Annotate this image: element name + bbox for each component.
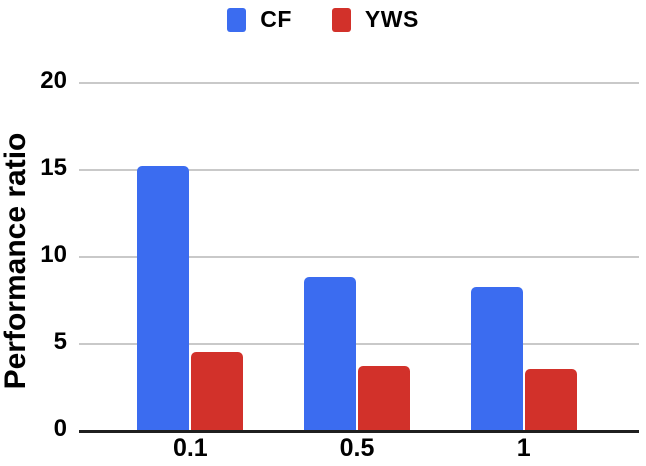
gridline-20 <box>79 82 639 84</box>
bar-yws-0.5 <box>358 365 410 430</box>
bar-group-0.5 <box>274 82 441 430</box>
bars-row <box>79 82 639 430</box>
cf-swatch-icon <box>227 7 247 32</box>
bar-yws-1 <box>524 369 577 430</box>
y-tick-20: 20 <box>40 66 67 94</box>
y-tick-10: 10 <box>40 240 67 268</box>
legend-label-cf: CF <box>260 6 292 32</box>
x-label-0.5: 0.5 <box>339 434 375 462</box>
gridline-5 <box>79 343 639 345</box>
y-tick-0: 0 <box>53 414 67 442</box>
bar-cf-0.1 <box>137 165 190 430</box>
legend: CF YWS <box>0 6 646 33</box>
legend-item-cf: CF <box>227 6 292 33</box>
plot-area <box>79 82 639 433</box>
bar-cf-1 <box>470 287 523 430</box>
bar-yws-0.1 <box>191 351 244 430</box>
gridline-15 <box>79 169 639 171</box>
gridline-10 <box>79 256 639 258</box>
legend-label-yws: YWS <box>364 6 419 32</box>
x-label-0.1: 0.1 <box>172 434 208 462</box>
x-axis-labels: 0.1 0.5 1 <box>79 434 639 463</box>
y-tick-15: 15 <box>40 153 67 181</box>
bar-cf-0.5 <box>304 276 356 430</box>
legend-item-yws: YWS <box>331 6 419 33</box>
bar-group-1 <box>440 82 607 430</box>
bar-group-0.1 <box>107 82 274 430</box>
y-tick-5: 5 <box>53 327 67 355</box>
yws-swatch-icon <box>331 7 351 32</box>
x-label-1: 1 <box>516 434 531 462</box>
